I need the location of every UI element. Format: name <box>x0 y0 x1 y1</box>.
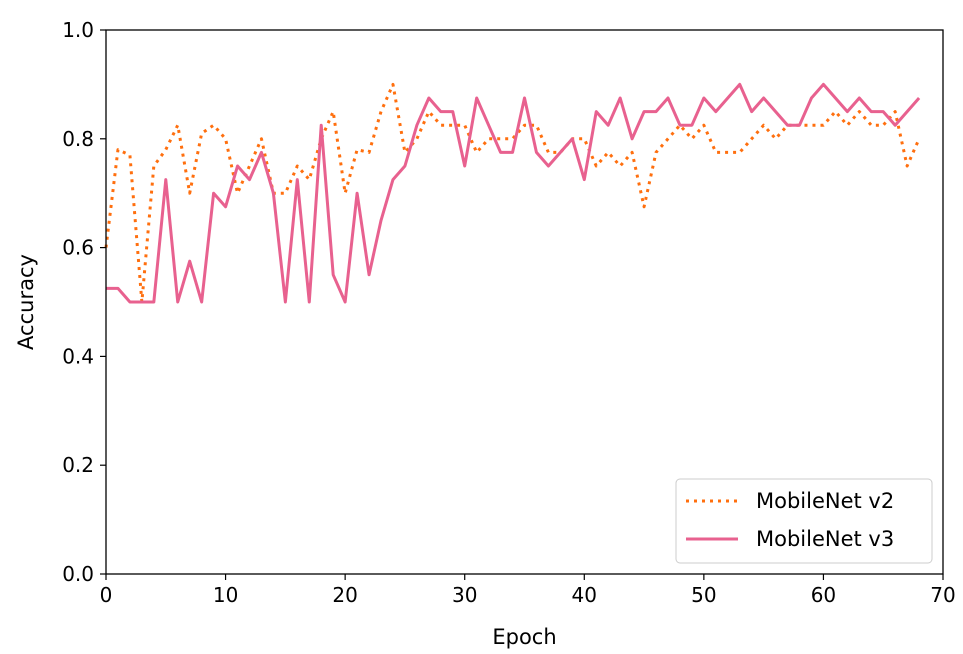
series-line-mobilenet-v3 <box>106 82 921 304</box>
x-tick-label: 0 <box>100 583 113 607</box>
y-tick-label: 0.4 <box>62 344 94 368</box>
ticks-layer: 0 10 20 30 40 50 60 70 0.0 0.2 0.4 0.6 0.8 1.0 <box>62 18 956 607</box>
legend: MobileNet v2 MobileNet v3 <box>675 478 933 564</box>
y-axis-label: Accuracy <box>14 254 38 350</box>
y-tick-label: 1.0 <box>62 18 94 42</box>
x-tick-label: 60 <box>811 583 836 607</box>
x-tick-label: 10 <box>213 583 238 607</box>
x-axis-label: Epoch <box>492 625 556 649</box>
x-tick-label: 20 <box>332 583 357 607</box>
plot-frame <box>105 29 944 575</box>
legend-label-mobilenet-v2: MobileNet v2 <box>756 489 894 513</box>
y-tick-label: 0.0 <box>62 562 94 586</box>
y-tick-label: 0.2 <box>62 453 94 477</box>
x-tick-label: 50 <box>691 583 716 607</box>
y-tick-label: 0.8 <box>62 127 94 151</box>
series-line-mobilenet-v2 <box>104 82 921 304</box>
legend-label-mobilenet-v3: MobileNet v3 <box>756 527 894 551</box>
x-tick-label: 40 <box>572 583 597 607</box>
series-layer <box>104 82 921 304</box>
x-tick-label: 30 <box>452 583 477 607</box>
legend-box <box>675 478 933 564</box>
y-tick-label: 0.6 <box>62 236 94 260</box>
x-tick-label: 70 <box>930 583 955 607</box>
